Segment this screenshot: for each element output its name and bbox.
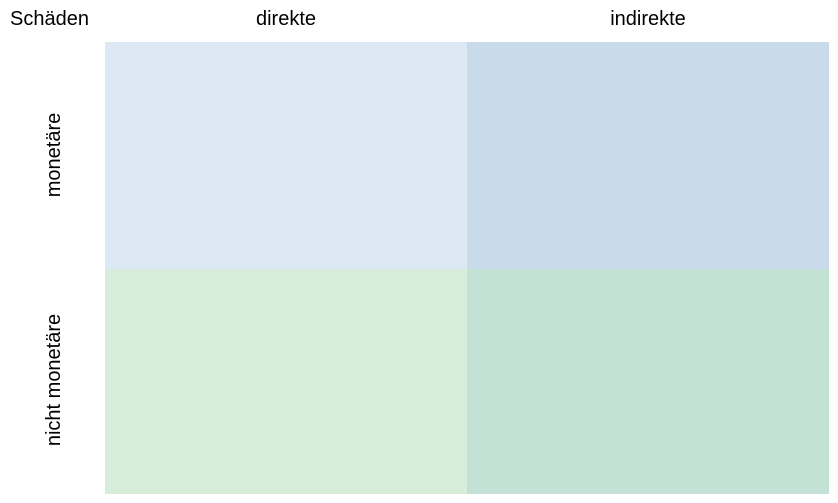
column-header-indirekte: indirekte [610,8,686,30]
matrix-title: Schäden [10,8,89,30]
row-label-nicht-monetaere: nicht monetäre [43,313,65,447]
column-header-direkte: direkte [255,8,317,30]
quadrant-monetaere-direkte [105,42,467,269]
quadrant-monetaere-indirekte [467,42,829,269]
matrix-grid [105,42,829,494]
quadrant-nicht-monetaere-direkte [105,269,467,494]
row-label-monetaere: monetäre [43,112,65,198]
quadrant-nicht-monetaere-indirekte [467,269,829,494]
